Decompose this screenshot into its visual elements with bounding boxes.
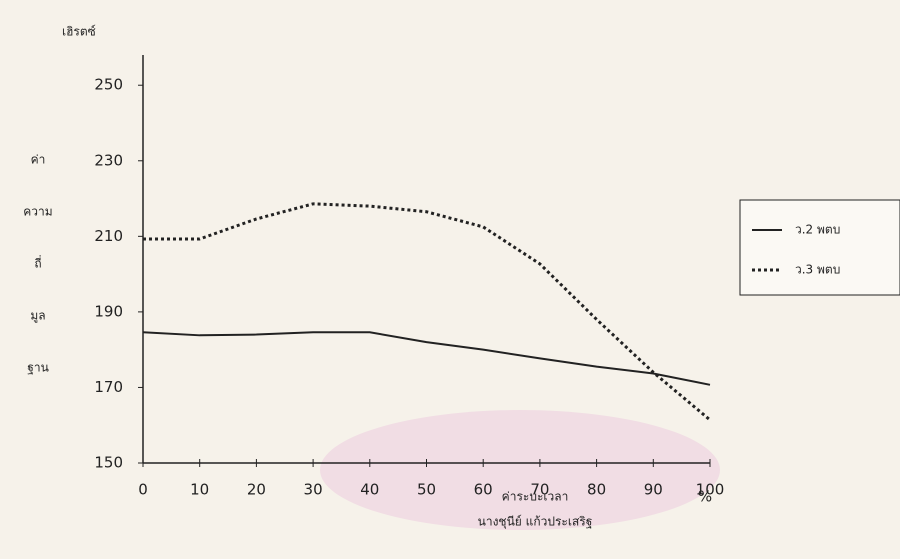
y-tick-label: 230 — [94, 151, 123, 169]
x-tick-label: 90 — [644, 481, 663, 499]
x-tick-label: 30 — [304, 481, 323, 499]
x-unit: % — [698, 488, 712, 506]
y-label: ความ — [23, 205, 52, 219]
watermark — [320, 410, 720, 530]
x-label: ค่าระบะเวลา — [502, 490, 569, 504]
x-tick-label: 100 — [696, 481, 725, 499]
series-line — [143, 202, 711, 422]
y-unit: เฮิรตซ์ — [62, 25, 96, 39]
y-label: มูล — [30, 309, 45, 324]
x-tick-label: 0 — [138, 481, 148, 499]
x-tick-label: 50 — [417, 481, 436, 499]
x-tick-label: 40 — [360, 481, 379, 499]
legend-label: ว.3 พตบ — [795, 263, 840, 277]
legend-label: ว.2 พตบ — [795, 223, 840, 237]
x-tick-label: 70 — [530, 481, 549, 499]
x-tick-label: 60 — [474, 481, 493, 499]
y-tick-label: 170 — [94, 378, 123, 396]
y-label: ถี่ — [34, 255, 41, 271]
y-tick-label: 210 — [94, 227, 123, 245]
y-label: ฐาน — [27, 361, 49, 375]
x-tick-label: 80 — [587, 481, 606, 499]
y-tick-label: 250 — [94, 76, 123, 94]
y-tick-label: 150 — [94, 454, 123, 472]
series-line — [142, 331, 711, 386]
x-tick-label: 10 — [190, 481, 209, 499]
legend-box — [739, 199, 900, 296]
y-tick-label: 190 — [94, 302, 123, 320]
credit: นางชุนีย์ แก้วประเสริฐ — [478, 515, 593, 530]
x-tick-label: 20 — [247, 481, 266, 499]
y-label: ค่า — [31, 153, 46, 167]
